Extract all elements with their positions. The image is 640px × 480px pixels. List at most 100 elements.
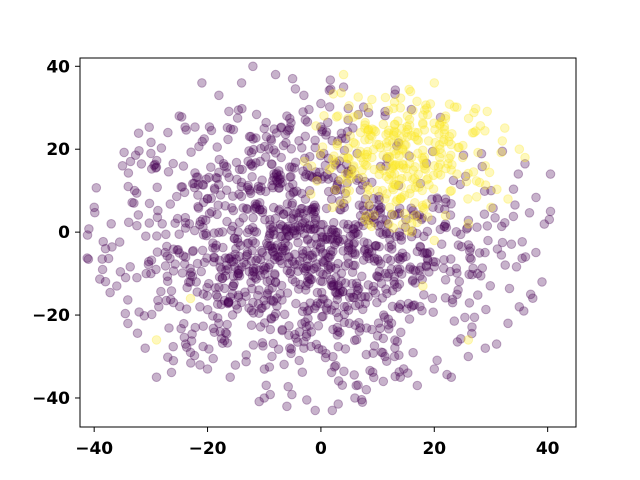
scatter-point-series-0-75 — [486, 185, 496, 196]
scatter-point-series-0-73 — [350, 260, 360, 271]
scatter-point-series-0-1198 — [408, 275, 418, 285]
scatter-point-series-0-147 — [259, 364, 270, 374]
scatter-point-series-0-1031 — [428, 307, 439, 318]
scatter-point-series-0-471 — [266, 224, 276, 234]
scatter-point-series-0-857 — [206, 125, 217, 136]
scatter-point-series-0-1015 — [295, 225, 305, 235]
scatter-point-series-1-127 — [360, 123, 370, 134]
scatter-point-series-1-305 — [306, 161, 317, 171]
scatter-point-series-0-782 — [340, 133, 351, 144]
scatter-point-series-0-876 — [236, 181, 247, 192]
scatter-point-series-0-1214 — [249, 204, 259, 214]
scatter-point-series-0-57 — [174, 248, 184, 258]
scatter-point-series-0-1046 — [393, 302, 404, 312]
scatter-point-series-0-1044 — [447, 297, 458, 308]
scatter-point-series-0-653 — [260, 152, 271, 162]
scatter-point-series-1-145 — [496, 147, 506, 158]
scatter-point-series-1-166 — [433, 168, 443, 178]
scatter-point-series-0-758 — [236, 262, 247, 272]
scatter-point-series-0-837 — [168, 355, 179, 366]
scatter-point-series-0-351 — [304, 273, 315, 284]
scatter-point-series-1-298 — [347, 166, 357, 177]
scatter-point-series-0-320 — [204, 208, 215, 219]
scatter-point-series-0-135 — [479, 186, 490, 196]
scatter-point-series-0-813 — [285, 343, 295, 353]
scatter-point-series-0-872 — [174, 229, 184, 239]
scatter-point-series-0-535 — [329, 240, 340, 250]
scatter-point-series-0-518 — [274, 183, 284, 193]
scatter-point-series-0-637 — [328, 281, 339, 292]
scatter-point-series-1-27 — [480, 161, 491, 171]
scatter-point-series-0-289 — [258, 341, 268, 351]
scatter-point-series-1-265 — [413, 127, 423, 138]
scatter-point-series-0-838 — [321, 303, 332, 313]
scatter-point-series-0-608 — [305, 224, 316, 234]
scatter-point-series-0-440 — [322, 169, 332, 180]
scatter-point-series-0-421 — [448, 175, 459, 186]
scatter-point-series-0-1270 — [170, 259, 180, 269]
scatter-point-series-1-213 — [366, 221, 377, 232]
scatter-point-series-0-612 — [481, 304, 491, 315]
scatter-point-series-0-211 — [309, 218, 320, 229]
scatter-point-series-1-276 — [480, 126, 490, 136]
scatter-point-series-0-904 — [328, 246, 338, 257]
scatter-point-series-0-940 — [340, 278, 351, 288]
scatter-point-series-0-253 — [206, 207, 217, 217]
scatter-point-series-0-42 — [537, 277, 547, 287]
scatter-point-series-0-953 — [282, 227, 292, 237]
scatter-point-series-0-678 — [373, 205, 384, 216]
scatter-point-series-0-901 — [326, 227, 337, 238]
scatter-point-series-0-1009 — [293, 284, 304, 294]
scatter-point-series-0-891 — [179, 259, 190, 269]
scatter-point-series-1-254 — [369, 164, 380, 175]
scatter-point-series-0-191 — [209, 252, 220, 263]
scatter-point-series-0-16 — [214, 90, 224, 101]
scatter-point-series-1-250 — [429, 118, 439, 128]
scatter-point-series-0-569 — [228, 271, 239, 282]
scatter-point-series-0-733 — [392, 336, 403, 347]
scatter-point-series-0-1192 — [320, 255, 330, 266]
scatter-point-series-1-159 — [397, 159, 408, 169]
scatter-point-series-0-692 — [289, 186, 299, 197]
scatter-point-series-0-420 — [299, 301, 309, 312]
scatter-point-series-0-316 — [294, 327, 305, 337]
scatter-point-series-0-1211 — [222, 122, 233, 133]
scatter-point-series-0-456 — [266, 134, 276, 144]
scatter-point-series-1-158 — [410, 198, 420, 208]
scatter-point-series-0-643 — [339, 145, 350, 156]
scatter-point-series-0-204 — [374, 195, 385, 205]
scatter-point-series-0-143 — [404, 314, 415, 324]
scatter-point-series-0-307 — [409, 300, 420, 310]
scatter-point-series-0-605 — [339, 202, 350, 213]
scatter-point-series-1-252 — [480, 180, 491, 190]
scatter-point-series-0-417 — [332, 290, 343, 300]
scatter-point-series-0-593 — [204, 172, 214, 183]
scatter-point-series-0-179 — [318, 256, 328, 267]
scatter-point-series-0-719 — [146, 255, 157, 266]
scatter-point-series-0-431 — [284, 251, 294, 262]
scatter-point-series-0-97 — [379, 312, 390, 323]
scatter-point-series-0-300 — [254, 285, 264, 295]
scatter-point-series-0-1285 — [82, 253, 92, 263]
scatter-point-series-1-30 — [423, 136, 434, 146]
scatter-point-series-0-1281 — [301, 322, 312, 332]
scatter-point-series-0-246 — [176, 182, 186, 192]
scatter-point-series-0-509 — [482, 221, 493, 231]
scatter-point-series-1-211 — [348, 112, 359, 122]
scatter-point-series-1-59 — [484, 167, 495, 178]
scatter-point-series-1-156 — [398, 163, 409, 173]
scatter-point-series-0-214 — [244, 131, 255, 142]
scatter-point-series-0-480 — [147, 309, 157, 320]
scatter-point-series-0-55 — [248, 297, 258, 308]
scatter-point-series-0-299 — [204, 344, 214, 354]
scatter-point-series-1-255 — [393, 145, 404, 155]
scatter-point-series-0-488 — [170, 218, 180, 228]
scatter-point-series-0-90 — [386, 255, 396, 266]
scatter-point-series-0-68 — [474, 248, 485, 258]
scatter-point-series-0-1144 — [285, 190, 295, 200]
scatter-point-series-0-767 — [408, 265, 419, 275]
scatter-point-series-0-475 — [293, 221, 303, 232]
scatter-point-series-0-178 — [353, 173, 364, 184]
scatter-point-series-0-515 — [238, 213, 249, 223]
scatter-point-series-1-102 — [377, 185, 388, 196]
